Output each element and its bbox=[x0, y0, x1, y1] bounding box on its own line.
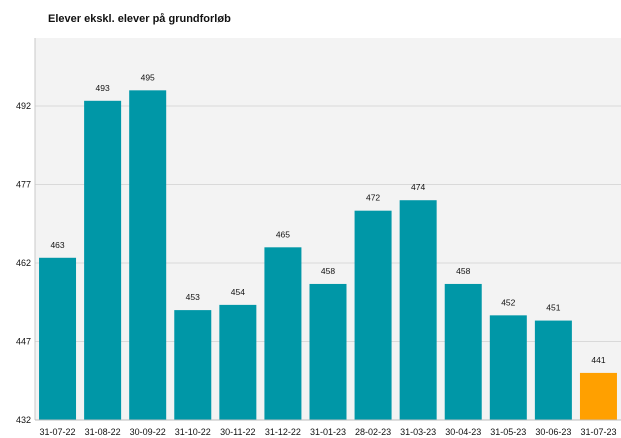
bar-31-12-22[interactable] bbox=[264, 247, 302, 420]
bar-28-02-23[interactable] bbox=[354, 210, 392, 420]
bar-30-06-23[interactable] bbox=[534, 320, 572, 420]
data-label: 465 bbox=[276, 229, 290, 239]
bar-31-05-23[interactable] bbox=[489, 315, 527, 420]
data-labels: 463 493 495 453 454 465 458 472 474 458 452 451 441 bbox=[50, 72, 605, 365]
data-label: 441 bbox=[591, 355, 605, 365]
y-tick-label: 447 bbox=[16, 337, 31, 347]
x-tick-label: 28-02-23 bbox=[355, 427, 391, 437]
bar-31-03-23[interactable] bbox=[399, 200, 437, 420]
y-tick-label: 432 bbox=[16, 415, 31, 425]
x-tick-label: 30-06-23 bbox=[535, 427, 571, 437]
x-tick-label: 31-05-23 bbox=[490, 427, 526, 437]
x-tick-label: 31-10-22 bbox=[175, 427, 211, 437]
data-label: 454 bbox=[231, 287, 245, 297]
data-label: 458 bbox=[456, 266, 470, 276]
chart-title: Elever ekskl. elever på grundforløb bbox=[48, 13, 231, 25]
y-tick-label: 477 bbox=[16, 180, 31, 190]
x-tick-label: 31-07-22 bbox=[40, 427, 76, 437]
bar-30-11-22[interactable] bbox=[219, 304, 257, 420]
axes: 432 447 462 477 492 31-07-22 31-08-22 30-09-22 3… bbox=[16, 38, 621, 437]
bar-31-07-23[interactable] bbox=[579, 372, 617, 420]
data-label: 493 bbox=[96, 83, 110, 93]
data-label: 453 bbox=[186, 292, 200, 302]
bar-31-10-22[interactable] bbox=[174, 310, 212, 420]
data-label: 463 bbox=[50, 240, 64, 250]
y-tick-label: 462 bbox=[16, 258, 31, 268]
data-label: 452 bbox=[501, 297, 515, 307]
x-tick-label: 30-04-23 bbox=[445, 427, 481, 437]
data-label: 495 bbox=[141, 72, 155, 82]
data-label: 472 bbox=[366, 193, 380, 203]
x-tick-label: 31-08-22 bbox=[85, 427, 121, 437]
bars bbox=[39, 90, 617, 420]
bar-30-09-22[interactable] bbox=[129, 90, 167, 420]
x-tick-label: 30-11-22 bbox=[220, 427, 255, 437]
data-label: 451 bbox=[546, 303, 560, 313]
data-label: 458 bbox=[321, 266, 335, 276]
x-tick-label: 31-12-22 bbox=[265, 427, 301, 437]
bar-30-04-23[interactable] bbox=[444, 283, 482, 420]
x-tick-label: 31-07-23 bbox=[580, 427, 616, 437]
data-label: 474 bbox=[411, 182, 425, 192]
bar-31-07-22[interactable] bbox=[39, 257, 77, 420]
bar-31-01-23[interactable] bbox=[309, 283, 347, 420]
y-tick-label: 492 bbox=[16, 101, 31, 111]
bar-31-08-22[interactable] bbox=[84, 100, 122, 420]
x-tick-label: 30-09-22 bbox=[130, 427, 166, 437]
x-tick-label: 31-03-23 bbox=[400, 427, 436, 437]
x-tick-label: 31-01-23 bbox=[310, 427, 346, 437]
